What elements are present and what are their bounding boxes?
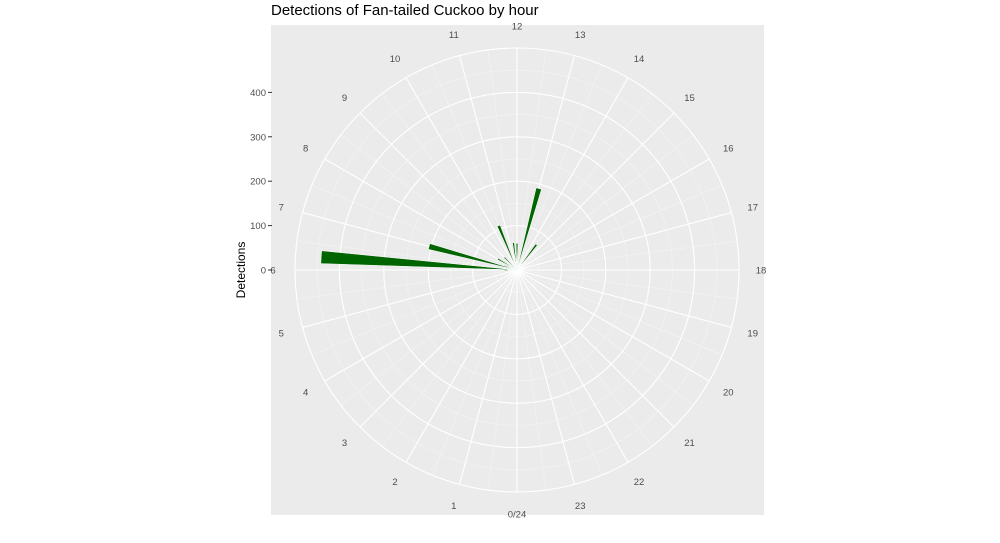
- major-grid-spoke: [324, 158, 518, 271]
- hour-label: 17: [747, 202, 758, 213]
- y-tick-label: 0: [261, 266, 266, 277]
- y-tick-label: 100: [250, 221, 266, 232]
- minor-grid-spoke: [340, 269, 518, 406]
- y-tick-label: 400: [250, 88, 266, 99]
- hour-label: 0/24: [508, 510, 527, 521]
- hour-label: 9: [342, 93, 347, 104]
- bar-wedge: [320, 250, 518, 271]
- bar-wedge: [512, 242, 518, 271]
- hour-label: 18: [756, 266, 767, 277]
- minor-grid-spoke: [516, 184, 723, 271]
- hour-label: 12: [512, 22, 523, 33]
- bar-wedge: [515, 243, 519, 271]
- hour-label: 22: [634, 477, 645, 488]
- hour-label: 4: [303, 388, 308, 399]
- minor-grid-spoke: [340, 134, 518, 271]
- hour-label: 6: [270, 266, 275, 277]
- minor-grid-spoke: [381, 93, 518, 271]
- minor-grid-spoke: [296, 240, 518, 271]
- hour-label: 14: [634, 54, 645, 65]
- major-grid-ring: [338, 91, 696, 449]
- major-grid-spoke: [359, 112, 518, 271]
- minor-grid-spoke: [516, 134, 694, 271]
- hour-label: 11: [449, 30, 459, 41]
- major-grid-spoke: [405, 77, 518, 271]
- major-grid-spoke: [516, 269, 732, 328]
- hour-label: 20: [723, 388, 734, 399]
- minor-grid-spoke: [431, 269, 518, 476]
- minor-grid-spoke: [516, 64, 603, 271]
- bar-wedge: [516, 268, 519, 271]
- y-tick-label: 300: [250, 132, 266, 143]
- major-grid-spoke: [516, 158, 710, 271]
- major-grid-spoke: [516, 269, 629, 463]
- major-grid-ring: [383, 136, 651, 404]
- minor-grid-spoke: [516, 269, 653, 447]
- major-grid-spoke: [459, 55, 518, 271]
- hour-label: 8: [303, 144, 308, 155]
- major-grid-spoke: [516, 269, 575, 485]
- major-grid-spoke: [516, 269, 710, 382]
- major-grid-ring: [472, 225, 562, 315]
- minor-grid-spoke: [311, 269, 518, 356]
- hour-label: 13: [575, 30, 586, 41]
- hour-label: 7: [279, 202, 284, 213]
- bar-wedge: [503, 256, 518, 271]
- minor-grid-spoke: [516, 93, 653, 271]
- major-grid-spoke: [459, 269, 518, 485]
- outer-grid-ring: [294, 47, 740, 493]
- grid-layer: [294, 47, 740, 493]
- minor-grid-spoke: [516, 269, 723, 356]
- major-grid-spoke: [302, 269, 518, 328]
- hour-label: 21: [684, 438, 695, 449]
- chart-title: Detections of Fan-tailed Cuckoo by hour: [271, 2, 539, 19]
- major-grid-spoke: [359, 269, 518, 428]
- minor-grid-spoke: [516, 269, 738, 300]
- minor-grid-spoke: [516, 269, 603, 476]
- hour-label: 19: [747, 329, 758, 340]
- label-layer: 0/24123456789101112131415161718192021222…: [270, 22, 766, 521]
- major-grid-spoke: [516, 269, 675, 428]
- bar-wedge: [516, 187, 542, 271]
- minor-grid-spoke: [487, 49, 518, 271]
- major-grid-spoke: [516, 212, 732, 271]
- minor-grid-spoke: [516, 49, 547, 271]
- minor-grid-spoke: [311, 184, 518, 271]
- minor-grid-spoke: [296, 269, 518, 300]
- minor-grid-spoke: [516, 240, 738, 271]
- major-grid-spoke: [324, 269, 518, 382]
- minor-grid-spoke: [487, 269, 518, 491]
- y-axis: 0 100 200 300 400: [250, 88, 272, 277]
- bar-wedge: [496, 224, 518, 271]
- major-grid-ring: [427, 180, 607, 360]
- bar-wedge: [428, 243, 518, 271]
- hour-label: 15: [684, 93, 695, 104]
- y-tick-label: 200: [250, 177, 266, 188]
- bar-wedge: [504, 269, 518, 272]
- major-grid-spoke: [516, 77, 629, 271]
- hour-label: 16: [723, 144, 734, 155]
- hour-label: 1: [451, 501, 456, 512]
- minor-grid-spoke: [516, 269, 547, 491]
- minor-grid-spoke: [381, 269, 518, 447]
- major-grid-spoke: [405, 269, 518, 463]
- minor-grid-spoke: [516, 269, 694, 406]
- hour-label: 5: [279, 329, 284, 340]
- hour-label: 3: [342, 438, 347, 449]
- major-grid-spoke: [516, 112, 675, 271]
- hour-label: 2: [392, 477, 397, 488]
- bar-wedge: [516, 243, 538, 271]
- hour-label: 23: [575, 501, 586, 512]
- hour-label: 10: [390, 54, 401, 65]
- bar-layer: [320, 187, 542, 272]
